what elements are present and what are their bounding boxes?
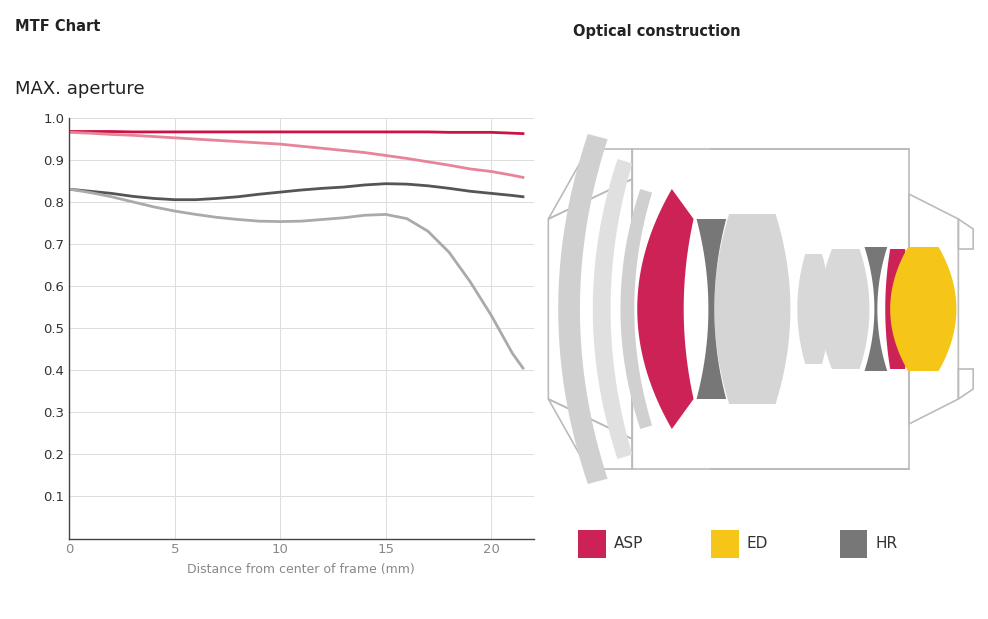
Text: MTF Chart: MTF Chart: [15, 19, 100, 33]
Text: Optical construction: Optical construction: [573, 24, 741, 39]
Polygon shape: [864, 247, 887, 371]
Polygon shape: [820, 249, 869, 369]
Polygon shape: [637, 189, 694, 429]
FancyBboxPatch shape: [578, 530, 606, 558]
Text: MAX. aperture: MAX. aperture: [15, 80, 144, 98]
Polygon shape: [890, 247, 956, 371]
Polygon shape: [714, 214, 790, 404]
FancyBboxPatch shape: [840, 530, 867, 558]
Text: ASP: ASP: [614, 537, 643, 552]
Text: HR: HR: [875, 537, 897, 552]
Polygon shape: [558, 134, 608, 484]
Polygon shape: [593, 159, 632, 459]
FancyBboxPatch shape: [711, 530, 739, 558]
X-axis label: Distance from center of frame (mm): Distance from center of frame (mm): [188, 563, 415, 576]
Polygon shape: [885, 249, 910, 369]
Polygon shape: [797, 254, 830, 364]
Text: ED: ED: [747, 537, 769, 552]
Polygon shape: [620, 189, 652, 429]
Polygon shape: [697, 219, 726, 399]
